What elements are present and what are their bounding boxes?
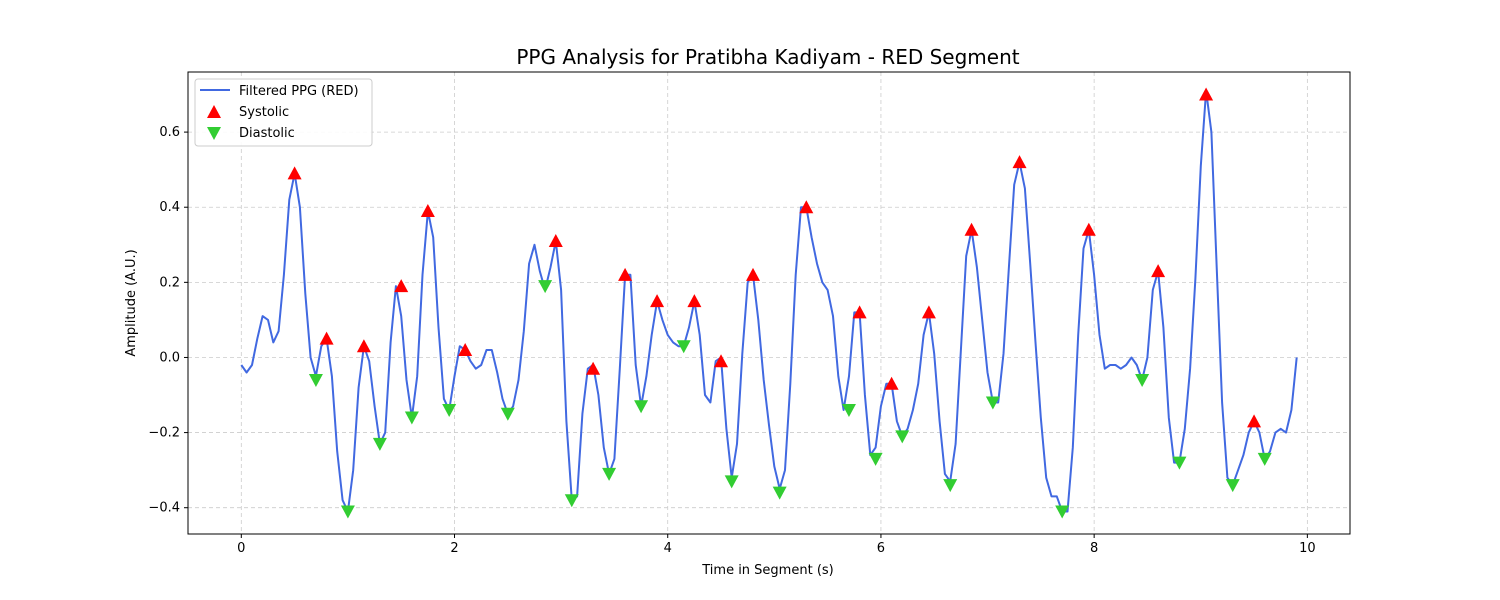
legend-entry-diastolic: Diastolic <box>239 126 295 141</box>
diastolic-marker <box>676 340 691 354</box>
y-tick-label: 0.6 <box>159 125 180 140</box>
systolic-marker <box>884 376 899 390</box>
diastolic-marker <box>442 404 457 418</box>
legend: Filtered PPG (RED) Systolic Diastolic <box>194 78 373 147</box>
systolic-marker <box>964 222 979 236</box>
diastolic-marker <box>538 280 553 294</box>
systolic-marker <box>799 200 814 214</box>
diastolic-marker <box>1257 452 1272 466</box>
x-tick-label: 10 <box>1299 541 1316 556</box>
legend-entry-systolic: Systolic <box>239 105 289 120</box>
systolic-marker <box>356 339 371 353</box>
systolic-marker <box>852 305 867 319</box>
x-tick-label: 0 <box>237 541 245 556</box>
x-tick-label: 8 <box>1090 541 1098 556</box>
diastolic-marker <box>634 400 649 414</box>
systolic-marker <box>1151 264 1166 278</box>
axis-ticks: 0 2 4 6 8 10 −0.4 −0.2 0.0 0.2 0.4 0.6 <box>148 125 1315 556</box>
y-tick-label: 0.2 <box>159 275 180 290</box>
ppg-line <box>240 89 1298 513</box>
y-axis-label: Amplitude (A.U.) <box>124 249 139 356</box>
systolic-marker <box>746 267 761 281</box>
systolic-marker <box>1081 222 1096 236</box>
systolic-marker <box>1199 87 1214 101</box>
diastolic-marker <box>308 374 323 387</box>
legend-box <box>194 78 373 147</box>
diastolic-marker <box>1225 479 1240 493</box>
x-tick-label: 2 <box>450 541 458 556</box>
diastolic-marker <box>564 494 579 508</box>
systolic-marker <box>586 361 601 375</box>
diastolic-marker <box>602 467 617 481</box>
systolic-marker <box>458 342 473 356</box>
systolic-marker <box>420 203 435 217</box>
diastolic-marker <box>724 475 739 489</box>
legend-entry-filtered: Filtered PPG (RED) <box>239 84 359 99</box>
systolic-marker <box>921 305 936 319</box>
diastolic-marker <box>943 479 958 493</box>
systolic-marker <box>1012 155 1027 169</box>
chart-title: PPG Analysis for Pratibha Kadiyam - RED … <box>516 45 1019 69</box>
systolic-marker <box>548 234 563 248</box>
plot-area <box>240 87 1298 519</box>
systolic-marker <box>618 267 633 281</box>
systolic-marker <box>714 354 729 368</box>
systolic-marker <box>687 294 702 308</box>
legend-systolic-marker <box>207 105 221 118</box>
x-tick-label: 6 <box>877 541 885 556</box>
diastolic-marker <box>1135 374 1150 387</box>
y-tick-label: −0.2 <box>148 426 180 441</box>
y-tick-label: 0.4 <box>159 200 180 215</box>
diastolic-marker <box>895 430 910 444</box>
diastolic-marker <box>841 404 856 418</box>
systolic-marker <box>319 331 334 345</box>
diastolic-marker <box>340 505 355 519</box>
systolic-marker <box>650 294 665 308</box>
systolic-marker <box>1247 414 1262 428</box>
legend-diastolic-marker <box>207 127 221 140</box>
diastolic-marker <box>985 396 1000 410</box>
diastolic-marker <box>1055 505 1070 519</box>
diastolic-marker <box>1172 456 1187 470</box>
y-tick-label: −0.4 <box>148 501 180 516</box>
diastolic-marker <box>372 437 387 451</box>
systolic-marker <box>287 166 302 180</box>
x-axis-label: Time in Segment (s) <box>701 563 833 578</box>
grid <box>188 72 1350 534</box>
x-tick-label: 4 <box>664 541 672 556</box>
systolic-marker <box>394 279 409 293</box>
diastolic-marker <box>772 486 787 500</box>
diastolic-marker <box>868 452 883 466</box>
y-tick-label: 0.0 <box>159 350 180 365</box>
plot-frame <box>187 71 1351 535</box>
diastolic-marker <box>404 411 419 425</box>
diastolic-marker <box>500 407 515 421</box>
